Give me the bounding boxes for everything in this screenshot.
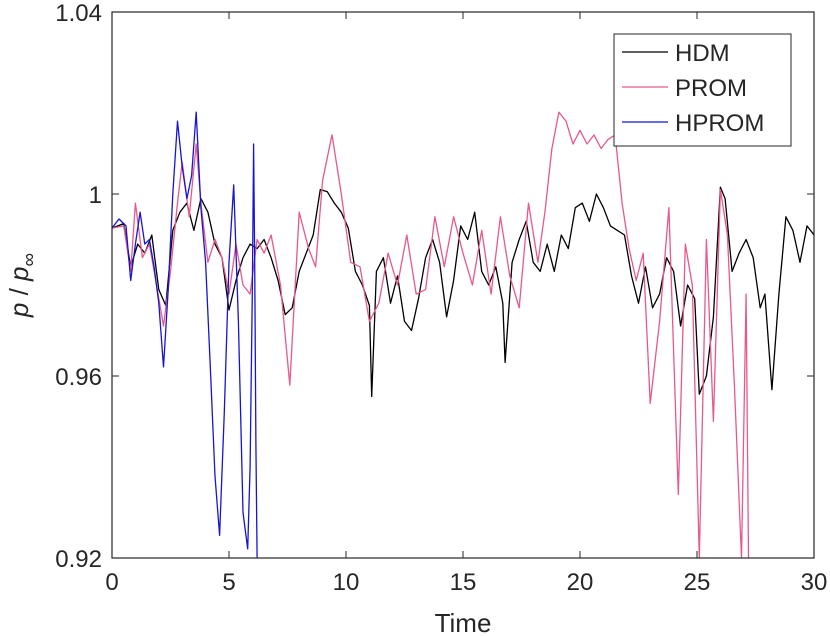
legend: HDM PROM HPROM	[613, 33, 792, 147]
legend-label-hprom: HPROM	[675, 110, 764, 137]
series-layer	[112, 111, 814, 558]
y-tick-label: 1	[89, 182, 102, 209]
x-tick-label: 15	[450, 569, 477, 596]
y-tick-label: 1.04	[55, 0, 102, 27]
x-axis-label: Time	[435, 608, 492, 636]
x-tick-label: 5	[222, 569, 235, 596]
legend-label-prom: PROM	[675, 75, 747, 102]
y-tick-label: 0.92	[55, 546, 102, 573]
y-axis-label-p: p	[4, 266, 34, 281]
series-line-hprom	[112, 111, 258, 558]
y-tick-label: 0.96	[55, 364, 102, 391]
y-axis-label-sep: /	[4, 281, 34, 303]
ticks-layer: 0 5 10 15 20 25 30 0.92 0.96 1 1.04	[55, 0, 827, 596]
legend-label-hdm: HDM	[675, 40, 730, 67]
x-tick-label: 0	[105, 569, 118, 596]
series-line-hdm	[112, 186, 814, 398]
y-axis-label-main: p	[4, 303, 34, 318]
x-tick-label: 30	[801, 569, 828, 596]
y-axis-label: p / p∞	[4, 253, 40, 318]
y-axis-label-sub: ∞	[19, 253, 40, 267]
x-tick-label: 10	[333, 569, 360, 596]
x-tick-label: 20	[567, 569, 594, 596]
series-line-prom	[112, 111, 750, 558]
legend-box	[613, 33, 792, 147]
x-tick-label: 25	[684, 569, 711, 596]
legend-entries: HDM PROM HPROM	[622, 40, 764, 137]
